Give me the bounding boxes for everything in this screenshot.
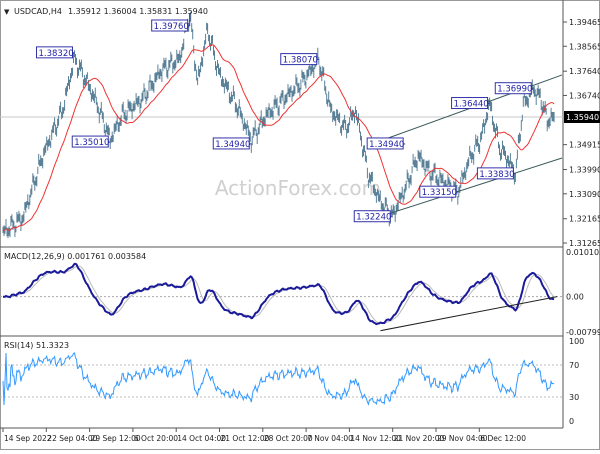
current-price-tag <box>564 111 600 124</box>
y-tick-label: 1.36740 <box>569 91 600 100</box>
price-label-box <box>212 137 250 150</box>
rsi-pane[interactable]: 100 70 30 0 <box>0 337 584 426</box>
price-label: 1.33150 <box>422 188 457 198</box>
price-label: 1.32240 <box>356 213 391 223</box>
price-pane[interactable]: 1.39465 1.38565 1.37640 1.36740 1.34915 1.339… <box>0 11 600 248</box>
price-label-box <box>419 185 457 198</box>
y-tick-label: 1.38565 <box>569 42 600 51</box>
price-label: 1.39760 <box>154 22 189 32</box>
price-label: 1.38070 <box>283 56 318 66</box>
y-tick-label: 1.31265 <box>569 239 600 248</box>
price-label-box <box>280 53 318 66</box>
macd-trendline <box>380 296 558 332</box>
y-tick-label: 1.34915 <box>569 141 600 150</box>
price-label: 1.34940 <box>215 140 250 150</box>
x-tick-label: 22 Sep 04:00 <box>47 434 97 443</box>
x-tick-label: 28 Oct 20:00 <box>264 434 313 443</box>
x-tick-label: 14 Sep 2022 <box>4 434 52 443</box>
x-tick-label: 14 Oct 04:00 <box>177 434 226 443</box>
price-label-box <box>35 46 73 59</box>
price-label: 1.36990 <box>497 85 532 95</box>
x-tick-label: 6 Oct 20:00 <box>134 434 178 443</box>
price-label: 1.36440 <box>454 100 489 110</box>
macd-title: MACD(12,26,9) 0.001761 0.003584 <box>4 252 146 261</box>
rsi-y-tick-label: 70 <box>569 361 579 370</box>
x-tick-label: 21 Nov 20:00 <box>394 434 445 443</box>
x-tick-label: 29 Sep 12:00 <box>91 434 141 443</box>
x-tick-label: 7 Nov 04:00 <box>307 434 353 443</box>
rsi-title: RSI(14) 51.3323 <box>4 341 69 350</box>
x-tick-label: 14 Nov 12:00 <box>350 434 401 443</box>
macd-line <box>3 262 555 326</box>
price-label: 1.33830 <box>479 170 514 180</box>
macd-y-tick-label: 0.00 <box>566 293 584 302</box>
rsi-y-tick-label: 30 <box>569 393 579 402</box>
price-label: 1.35010 <box>74 138 109 148</box>
channel-lower-line <box>375 157 563 219</box>
price-label-box <box>71 135 109 148</box>
price-label-box <box>451 97 489 110</box>
price-label: 1.34940 <box>369 140 404 150</box>
y-tick-label: 1.39465 <box>569 18 600 27</box>
price-label-box <box>151 19 189 32</box>
x-tick-label: 6 Dec 12:00 <box>480 434 526 443</box>
macd-y-tick-label: 0.010103 <box>566 248 600 257</box>
y-tick-label: 1.37640 <box>569 67 600 76</box>
ohlc-readout: 1.35912 1.36004 1.35831 1.35940 <box>68 7 208 16</box>
y-tick-label: 1.33090 <box>569 190 600 199</box>
watermark: ActionForex.com <box>215 176 381 200</box>
price-label-box <box>494 82 532 95</box>
current-price-value: 1.35940 <box>566 113 599 122</box>
price-label-box <box>476 167 514 180</box>
dropdown-triangle-icon[interactable]: ▼ <box>4 8 10 16</box>
y-tick-label: 1.32165 <box>569 215 600 224</box>
price-label: 1.38320 <box>38 49 73 59</box>
macd-signal-line <box>3 265 555 324</box>
price-label-box <box>366 137 404 150</box>
rsi-y-tick-label: 100 <box>569 337 584 346</box>
price-label-box <box>353 210 391 223</box>
macd-y-tick-label: -0.007998 <box>566 328 600 337</box>
x-tick-label: 29 Nov 04:00 <box>437 434 488 443</box>
rsi-line <box>2 352 555 406</box>
x-tick-label: 21 Oct 12:00 <box>221 434 270 443</box>
macd-pane[interactable]: 0.010103 0.00 -0.007998 <box>0 248 600 337</box>
symbol-label: USDCAD,H4 <box>14 7 62 16</box>
rsi-y-tick-label: 0 <box>569 417 574 426</box>
y-tick-label: 1.33990 <box>569 166 600 175</box>
moving-average-line <box>2 44 555 231</box>
